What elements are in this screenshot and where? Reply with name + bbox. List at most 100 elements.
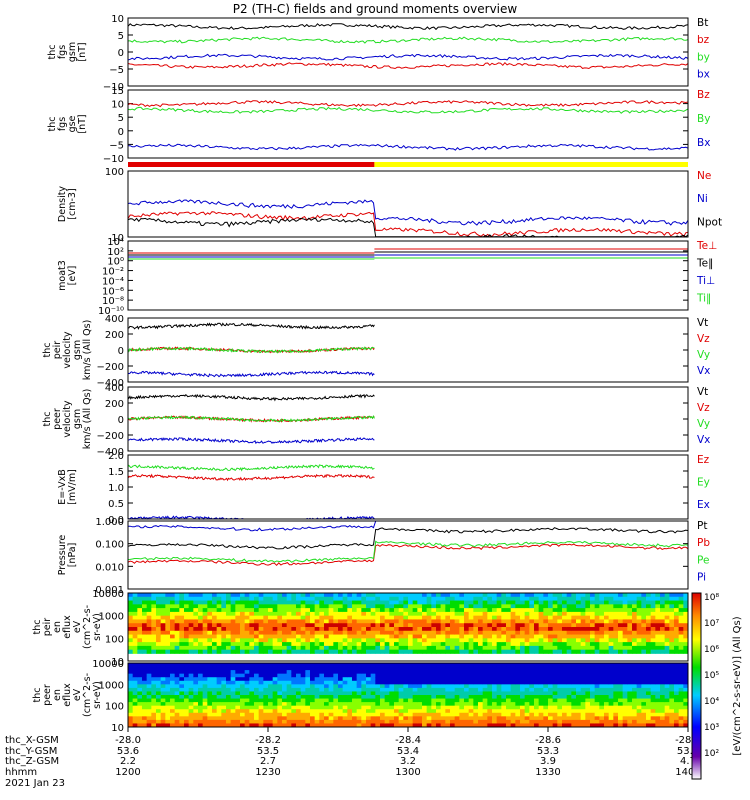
spec-cell (543, 723, 549, 728)
spec-cell (184, 673, 190, 678)
spec-cell (660, 604, 666, 609)
spec-cell (422, 677, 428, 682)
spec-cell (165, 723, 171, 728)
spec-cell (650, 608, 656, 613)
spec-cell (552, 677, 558, 682)
spec-cell (660, 638, 666, 643)
spec-cell (226, 630, 232, 635)
spec-cell (478, 600, 484, 605)
spec-cell (193, 680, 199, 685)
spec-cell (482, 670, 488, 675)
spec-cell (207, 638, 213, 643)
spec-cell (426, 638, 432, 643)
spec-cell (524, 615, 530, 620)
spec-cell (412, 642, 418, 647)
spec-cell (263, 695, 269, 699)
spec-cell (132, 645, 138, 651)
legend-fgs_gse-Bx: Bx (697, 137, 710, 149)
ytick-efield-4: 0.0 (108, 515, 124, 526)
ylabel-peer_velocity-2: velocity (62, 400, 73, 438)
spec-cell (380, 691, 386, 696)
spec-cell (160, 712, 166, 717)
spec-cell (548, 723, 554, 728)
colorbar-strip (691, 592, 702, 780)
spec-cell (478, 702, 484, 707)
spec-cell (277, 698, 283, 703)
spec-cell (473, 600, 479, 605)
spec-cell (244, 709, 250, 714)
spec-cell (562, 593, 568, 598)
spec-cell (487, 608, 493, 613)
spec-cell (683, 698, 689, 703)
spec-cell (366, 702, 372, 707)
spec-cell (538, 623, 544, 628)
spec-cell (366, 611, 372, 617)
spec-cell (328, 634, 334, 639)
spec-cell (230, 627, 236, 632)
spec-cell (384, 723, 390, 728)
spec-cell (482, 634, 488, 639)
spec-cell (590, 705, 596, 710)
spec-cell (137, 712, 143, 717)
spec-cell (678, 615, 684, 620)
spec-cell (608, 709, 614, 714)
spec-cell (632, 615, 638, 620)
spec-cell (543, 687, 549, 692)
spec-cell (496, 673, 502, 678)
spec-cell (165, 611, 171, 617)
spec-cell (398, 670, 404, 675)
spec-cell (431, 687, 437, 692)
spec-cell (207, 649, 213, 654)
spec-cell (426, 670, 432, 675)
spec-cell (650, 638, 656, 643)
spec-cell (562, 638, 568, 643)
spec-cell (137, 684, 143, 689)
ylabel-peir_spec-1: peir (42, 618, 53, 637)
spec-cell (576, 615, 582, 620)
spec-cell (524, 670, 530, 675)
spec-cell (179, 649, 185, 654)
spec-cell (478, 695, 484, 699)
spec-cell (319, 634, 325, 639)
spec-cell (590, 687, 596, 692)
spec-cell (342, 615, 348, 620)
spec-cell (548, 663, 554, 667)
spec-cell (235, 705, 241, 710)
spec-cell (244, 684, 250, 689)
spec-cell (613, 638, 619, 643)
spec-cell (678, 642, 684, 647)
spec-cell (618, 670, 624, 675)
ytick-fgs_gsm-0: 10 (111, 14, 124, 25)
spec-cell (436, 677, 442, 682)
spec-cell (562, 634, 568, 639)
spec-cell (515, 673, 521, 678)
spec-cell (230, 630, 236, 635)
spec-cell (212, 677, 218, 682)
spec-cell (534, 712, 540, 717)
spec-cell (160, 593, 166, 598)
spec-cell (557, 623, 563, 628)
spec-cell (450, 645, 456, 651)
spec-cell (291, 677, 297, 682)
spec-cell (618, 645, 624, 651)
spec-cell (146, 642, 152, 647)
ytick-peer_spec-1: 1000 (99, 680, 124, 691)
spec-cell (216, 596, 222, 601)
spec-cell (398, 712, 404, 717)
spec-cell (165, 698, 171, 703)
spec-cell (557, 596, 563, 601)
spec-cell (669, 673, 675, 678)
spec-cell (660, 600, 666, 605)
spec-cell (440, 691, 446, 696)
spec-cell (566, 716, 572, 721)
spec-cell (534, 684, 540, 689)
spec-cell (683, 670, 689, 675)
spec-cell (566, 623, 572, 628)
spec-cell (422, 645, 428, 651)
spec-cell (440, 698, 446, 703)
spec-cell (249, 600, 255, 605)
spec-cell (622, 691, 628, 696)
spec-cell (324, 593, 330, 598)
spec-cell (384, 666, 390, 671)
spec-cell (179, 673, 185, 678)
